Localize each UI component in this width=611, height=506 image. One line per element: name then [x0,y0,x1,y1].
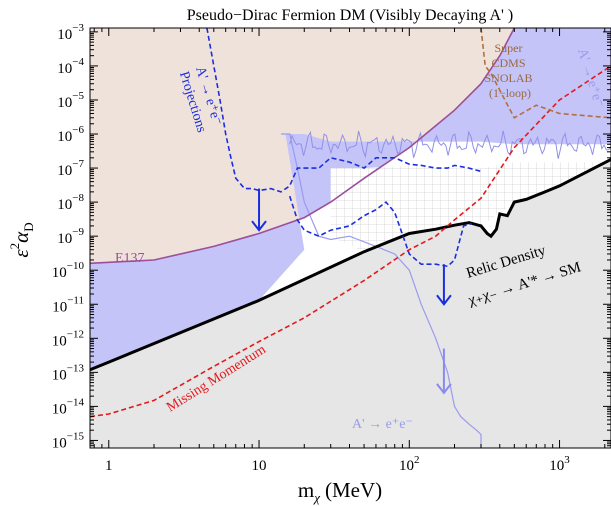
y-tick-label: 10−5 [57,90,84,111]
series-line-e137 [90,28,516,265]
x-tick-label: 102 [399,454,420,474]
relic-region [90,159,611,448]
x-tick-label: 103 [549,454,570,474]
plot-area [90,28,611,448]
x-axis-label-unit: (MeV) [325,478,382,502]
annotation-cdms-line2: CDMS [491,56,525,70]
series-line-super-cdms-snolab-1-loop [480,28,611,119]
y-tick-label: 10−13 [52,362,85,383]
y-axis-label: ε2αD [7,222,36,257]
series-line-projection-lower-contour [288,195,472,268]
y-axis: 10−3 10−4 10−5 10−6 10−7 10−8 10−9 10−10 10−11 10… [52,22,611,451]
arrow-projection-10mev [251,188,267,232]
annotation-e137: E137 [115,251,145,266]
y-tick-label: 10−10 [52,260,85,281]
x-tick-label: 10 [252,458,267,474]
y-tick-label: 10−9 [57,226,84,247]
x-axis-label-base: m [298,478,314,502]
chart-title: Pseudo−Dirac Fermion DM (Visibly Decayin… [187,7,513,24]
annotation-cdms: Super CDMS SNOLAB (1−loop) [484,41,535,100]
y-tick-label: 10−7 [57,158,84,179]
y-axis-label-sub: D [21,222,36,231]
y-tick-label: 10−8 [57,192,84,213]
arrow-ee-170mev [436,348,452,395]
annotation-cdms-line3: SNOLAB [484,71,532,85]
y-tick-label: 10−12 [52,328,84,349]
x-axis: 1 10 102 103 [93,28,606,474]
y-tick-label: 10−3 [57,22,84,43]
y-tick-label: 10−4 [57,56,84,77]
x-axis-label-sub: χ [312,490,320,505]
y-tick-label: 10−14 [52,396,85,417]
y-tick-label: 10−6 [57,124,84,145]
annotation-cdms-line1: Super [495,41,523,55]
ee-light-contour [281,133,482,448]
annotation-cdms-line4: (1−loop) [489,86,531,100]
x-axis-label: mχ (MeV) [298,478,382,505]
arrow-projection-170mev [436,264,452,306]
y-axis-label-tail: α [9,231,33,243]
y-tick-label: 10−11 [52,294,84,315]
series-line-relic-density [90,158,611,372]
annotation-ee-bottom: A' → e⁺e⁻ [352,417,413,432]
y-axis-label-base: ε [9,249,33,258]
ee-limit-wiggly-curve [289,130,611,159]
ee-excluded-region [90,28,611,370]
y-tick-label: 10−15 [52,430,85,451]
x-tick-label: 1 [105,458,113,474]
series-line-a-e-e-projections [206,28,482,193]
y-axis-label-sup: 2 [7,243,22,250]
